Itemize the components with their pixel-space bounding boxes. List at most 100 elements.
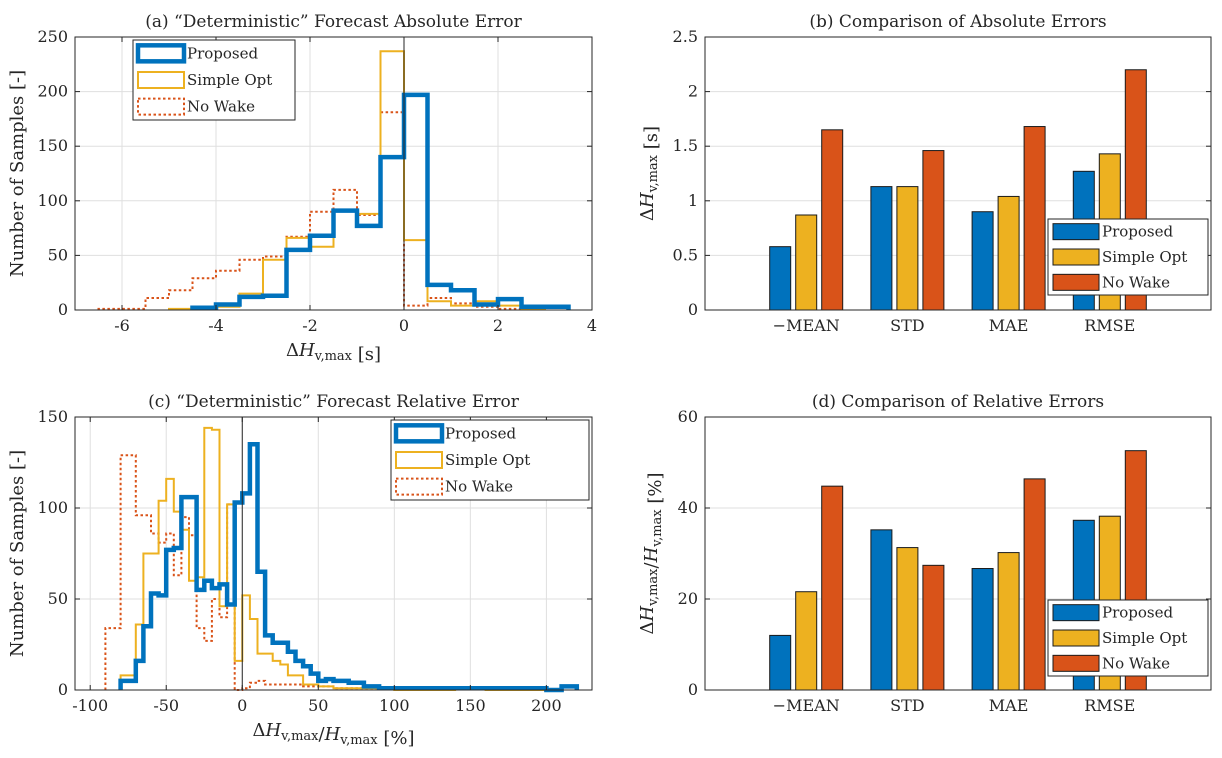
category-label: −MEAN xyxy=(773,696,840,715)
legend-swatch xyxy=(1052,604,1100,622)
legend: Proposed Simple Opt No Wake xyxy=(1047,218,1209,296)
legend-label: Simple Opt xyxy=(445,451,530,469)
legend-label: No Wake xyxy=(1102,273,1170,291)
legend-label: Proposed xyxy=(1102,604,1174,622)
legend-swatch xyxy=(395,451,443,469)
x-axis-label: ΔHv,max/Hv,max [%] xyxy=(252,720,414,749)
axes-frame xyxy=(74,36,593,311)
bar-simple-opt-1 xyxy=(896,547,919,691)
bar-no-wake-2 xyxy=(1023,126,1046,311)
panel-b-absolute-error-bars: −MEAN STD MAE RMSE 0 0.5 1 1.5 2 2.5 (b) Compariso… xyxy=(637,12,1212,335)
legend-swatch xyxy=(395,477,443,496)
legend-label: Simple Opt xyxy=(1102,629,1187,647)
axes-frame xyxy=(704,36,1212,311)
y-tick-label: 0 xyxy=(688,680,698,699)
category-label: RMSE xyxy=(1084,696,1135,715)
bar-proposed-1 xyxy=(870,529,893,691)
y-axis-label: Number of Samples [-] xyxy=(7,450,28,657)
bar-simple-opt-2 xyxy=(997,195,1020,311)
y-tick-label: 0 xyxy=(688,300,698,319)
panel-c-relative-error-histogram: 0 50 100 150 -100 -50 0 50 100 150 200 (c) “Determi… xyxy=(7,392,593,749)
x-tick-label: -50 xyxy=(153,696,179,715)
legend-swatch xyxy=(137,97,185,116)
x-tick-label: 150 xyxy=(455,696,486,715)
x-tick-label: -6 xyxy=(114,316,130,335)
x-tick-label: 50 xyxy=(308,696,328,715)
legend-label: Proposed xyxy=(1102,223,1174,241)
legend-label: Simple Opt xyxy=(1102,248,1187,266)
x-tick-label: 0 xyxy=(237,696,247,715)
legend-box xyxy=(132,39,296,121)
y-tick-label: 2.5 xyxy=(673,27,698,46)
bar-no-wake-1 xyxy=(922,564,945,691)
legend-label: Simple Opt xyxy=(187,71,272,89)
y-tick-label: 1 xyxy=(688,191,698,210)
legend-swatch xyxy=(1052,654,1100,672)
histogram-series-proposed xyxy=(118,442,580,693)
y-tick-label: 200 xyxy=(37,82,68,101)
bar-proposed-0 xyxy=(769,246,792,311)
y-tick-label: 150 xyxy=(37,407,68,426)
y-tick-label: 50 xyxy=(48,589,68,608)
y-axis-label: ΔHv,max/Hv,max [%] xyxy=(637,472,666,634)
y-tick-label: 2 xyxy=(688,82,698,101)
x-tick-label: -4 xyxy=(208,316,224,335)
y-tick-label: 20 xyxy=(678,589,698,608)
x-tick-label: 0 xyxy=(399,316,409,335)
legend-swatch xyxy=(1052,273,1100,291)
legend: Proposed Simple Opt No Wake xyxy=(1047,599,1209,677)
x-tick-label: 2 xyxy=(493,316,503,335)
x-tick-label: -100 xyxy=(72,696,108,715)
x-tick-label: 100 xyxy=(379,696,410,715)
legend: Proposed Simple Opt No Wake xyxy=(390,419,590,501)
y-tick-label: 0.5 xyxy=(673,245,698,264)
x-tick-label: -2 xyxy=(302,316,318,335)
bar-no-wake-0 xyxy=(821,129,844,311)
legend-swatch xyxy=(1052,629,1100,647)
histogram-series-no-wake xyxy=(104,454,396,691)
y-tick-label: 50 xyxy=(48,245,68,264)
bar-simple-opt-1 xyxy=(896,186,919,311)
x-tick-label: 200 xyxy=(531,696,562,715)
histogram-series-no-wake xyxy=(97,111,546,310)
y-tick-label: 0 xyxy=(58,300,68,319)
y-tick-label: 60 xyxy=(678,407,698,426)
histogram-series-proposed xyxy=(190,92,571,311)
x-tick-label: 4 xyxy=(587,316,597,335)
legend-label: No Wake xyxy=(445,478,513,496)
bar-proposed-0 xyxy=(769,634,792,691)
y-tick-label: 1.5 xyxy=(673,136,698,155)
category-label: −MEAN xyxy=(773,316,840,335)
legend-swatch xyxy=(1052,248,1100,266)
legend-swatch xyxy=(135,43,187,64)
legend-label: Proposed xyxy=(445,424,517,442)
category-label: STD xyxy=(890,696,924,715)
chart-title: (d) Comparison of Relative Errors xyxy=(812,392,1104,412)
y-tick-label: 40 xyxy=(678,498,698,517)
legend-label: Proposed xyxy=(187,44,259,62)
y-tick-label: 250 xyxy=(37,27,68,46)
panel-d-relative-error-bars: −MEAN STD MAE RMSE 0 20 40 60 (d) Comparison of … xyxy=(637,392,1212,715)
bar-proposed-2 xyxy=(971,568,994,691)
y-tick-label: 150 xyxy=(37,136,68,155)
bar-proposed-2 xyxy=(971,211,994,311)
bar-no-wake-1 xyxy=(922,150,945,311)
legend-swatch xyxy=(137,71,185,89)
bar-simple-opt-0 xyxy=(795,591,818,691)
y-tick-label: 100 xyxy=(37,498,68,517)
legend-label: No Wake xyxy=(1102,654,1170,672)
chart-title: (b) Comparison of Absolute Errors xyxy=(809,12,1106,32)
chart-title: (c) “Deterministic” Forecast Relative Er… xyxy=(148,392,520,412)
legend-label: No Wake xyxy=(187,98,255,116)
bar-simple-opt-0 xyxy=(795,214,818,311)
legend-swatch xyxy=(1052,223,1100,241)
y-axis-label: Number of Samples [-] xyxy=(7,70,28,277)
category-label: STD xyxy=(890,316,924,335)
category-label: MAE xyxy=(989,696,1029,715)
y-axis-label: ΔHv,max [s] xyxy=(637,126,662,221)
legend-box xyxy=(390,419,590,501)
histogram-series-simple-opt xyxy=(119,426,547,691)
category-label: RMSE xyxy=(1084,316,1135,335)
y-tick-label: 100 xyxy=(37,191,68,210)
